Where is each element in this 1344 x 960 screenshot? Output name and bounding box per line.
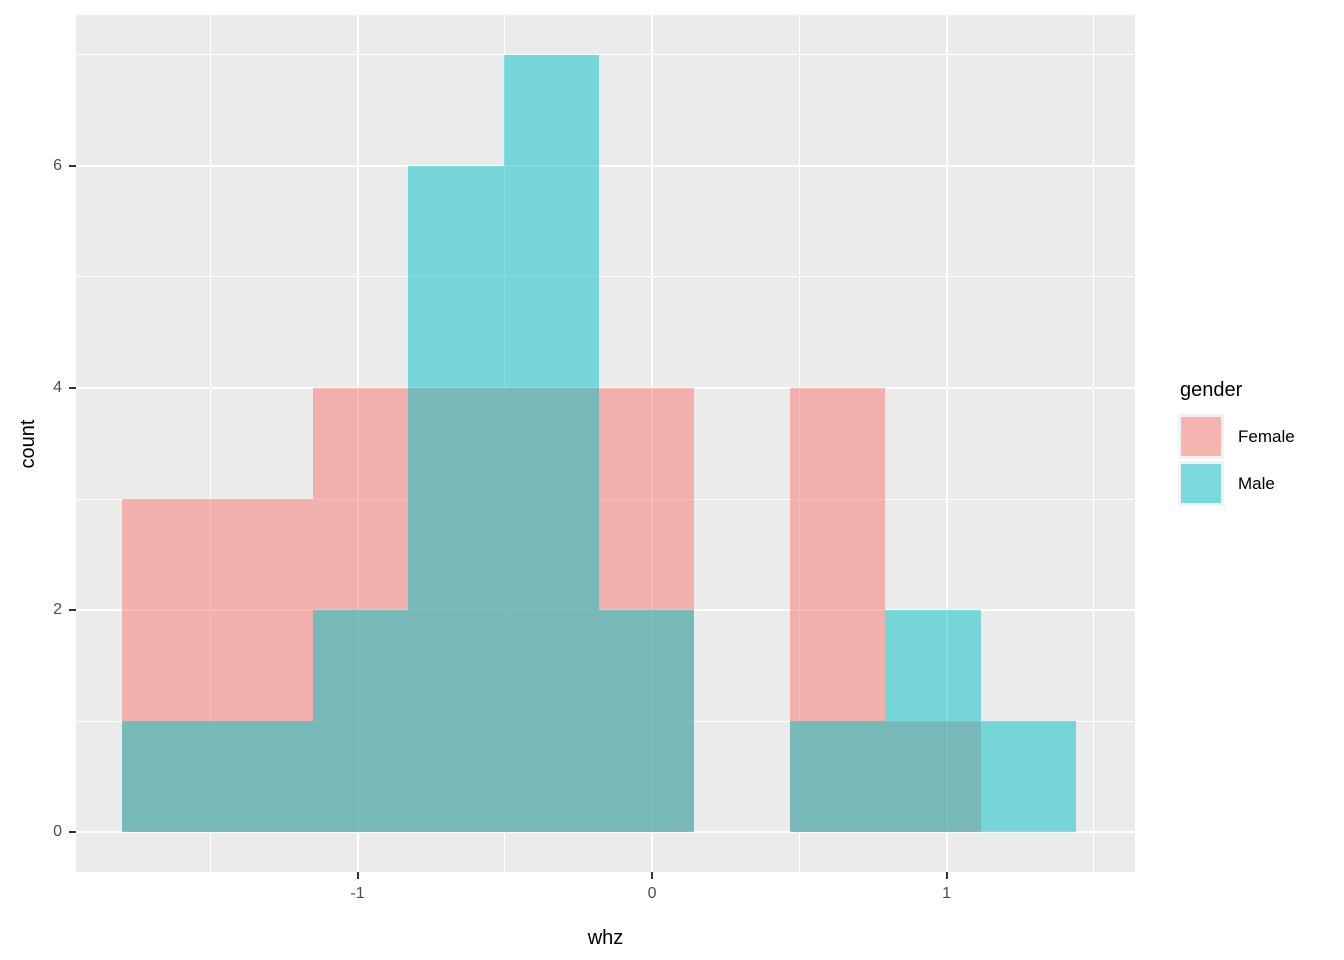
y-tick-mark bbox=[69, 609, 76, 611]
x-tick-mark bbox=[356, 872, 359, 879]
y-tick-mark bbox=[69, 386, 76, 389]
legend: gender Female Male bbox=[1178, 379, 1295, 508]
legend-label-male: Male bbox=[1238, 473, 1275, 493]
x-tick-label: 1 bbox=[942, 885, 951, 902]
y-tick-mark bbox=[69, 164, 76, 167]
y-axis-title: count bbox=[17, 419, 39, 468]
legend-item-male: Male bbox=[1178, 461, 1295, 506]
bar-male-bin9 bbox=[980, 721, 1077, 833]
legend-label-female: Female bbox=[1238, 426, 1295, 446]
bar-male-bin7 bbox=[789, 721, 886, 833]
bar-male-bin2 bbox=[312, 610, 409, 833]
gridline-x-major bbox=[945, 15, 948, 872]
legend-key-female bbox=[1178, 414, 1224, 459]
bar-male-bin4 bbox=[503, 54, 599, 833]
female-swatch-icon bbox=[1181, 417, 1221, 456]
male-swatch-icon bbox=[1181, 464, 1221, 503]
legend-key-male bbox=[1178, 461, 1224, 506]
x-axis-title: whz bbox=[587, 927, 624, 949]
x-tick-label: 0 bbox=[647, 885, 657, 902]
x-tick-label: -1 bbox=[350, 885, 365, 902]
gridline-y-major bbox=[76, 831, 1135, 834]
y-tick-mark bbox=[69, 831, 76, 834]
y-tick-label: 4 bbox=[53, 378, 62, 396]
bar-male-bin1 bbox=[217, 721, 313, 833]
x-tick-mark bbox=[651, 872, 654, 879]
gridline-x-minor bbox=[209, 15, 211, 872]
y-tick-label: 0 bbox=[53, 823, 62, 841]
plot-panel bbox=[76, 15, 1135, 872]
y-tick-label: 2 bbox=[53, 601, 62, 618]
legend-title: gender bbox=[1180, 379, 1243, 401]
gridline-y-major bbox=[76, 164, 1135, 167]
legend-item-female: Female bbox=[1178, 414, 1295, 459]
bar-male-bin0 bbox=[121, 721, 218, 833]
x-tick-mark bbox=[945, 872, 948, 879]
gridline-y-minor bbox=[76, 276, 1135, 278]
bar-male-bin3 bbox=[408, 165, 504, 833]
gridline-x-minor bbox=[1093, 15, 1095, 872]
gridline-y-minor bbox=[76, 54, 1135, 56]
bar-male-bin8 bbox=[885, 610, 981, 833]
y-tick-label: 6 bbox=[53, 156, 62, 174]
bar-male-bin5 bbox=[599, 610, 695, 833]
